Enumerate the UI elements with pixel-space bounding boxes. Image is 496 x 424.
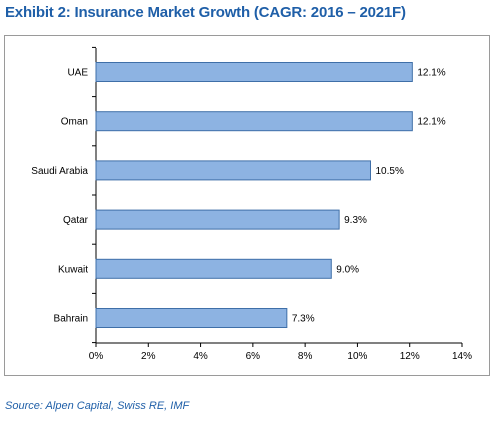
x-tick-label: 0%	[89, 351, 104, 362]
data-label: 7.3%	[292, 314, 315, 325]
data-label: 12.1%	[417, 68, 445, 79]
bar-bahrain	[95, 308, 288, 328]
x-tick-label: 14%	[452, 351, 472, 362]
category-label: Saudi Arabia	[31, 166, 88, 177]
x-tick-label: 2%	[141, 351, 156, 362]
bar-oman	[95, 111, 413, 132]
data-label: 10.5%	[376, 166, 404, 177]
x-tick-label: 8%	[298, 351, 313, 362]
source-note: Source: Alpen Capital, Swiss RE, IMF	[5, 400, 190, 412]
data-label: 12.1%	[417, 117, 445, 128]
data-label: 9.0%	[336, 264, 359, 275]
category-label: Oman	[61, 117, 88, 128]
category-label: Bahrain	[54, 314, 88, 325]
category-label: Qatar	[63, 215, 89, 226]
x-tick-label: 10%	[347, 351, 367, 362]
data-label: 9.3%	[344, 215, 367, 226]
chart-title: Exhibit 2: Insurance Market Growth (CAGR…	[5, 4, 406, 21]
bar-saudi-arabia	[95, 160, 371, 181]
bar-uae	[95, 62, 413, 82]
x-tick-label: 12%	[400, 351, 420, 362]
category-label: UAE	[67, 68, 88, 79]
x-tick-label: 4%	[193, 351, 208, 362]
bar-qatar	[95, 209, 340, 230]
bar-kuwait	[95, 258, 332, 279]
category-label: Kuwait	[58, 264, 88, 275]
x-tick-label: 6%	[246, 351, 261, 362]
